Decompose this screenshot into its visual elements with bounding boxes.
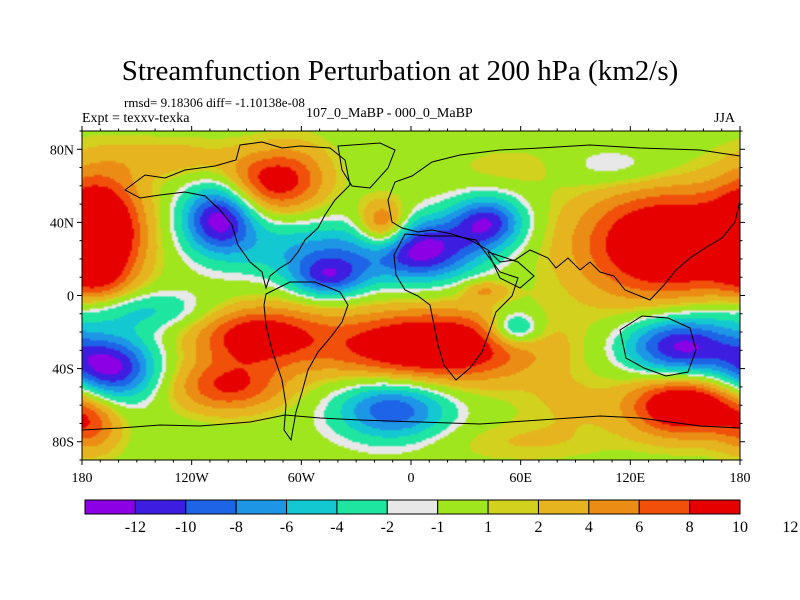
colorbar-label: -2 [381, 519, 394, 536]
colorbar-swatch [588, 499, 640, 515]
colorbar-swatch [638, 499, 691, 515]
africa-outline [393, 233, 519, 381]
colorbar-swatch [235, 499, 288, 515]
x-tick-label: 60W [288, 471, 316, 486]
colorbar-swatch [286, 499, 338, 515]
colorbar-label: 12 [782, 519, 798, 536]
y-tick-label: 0 [67, 290, 74, 305]
colorbar-swatch [487, 499, 539, 515]
greenland-outline [337, 142, 396, 189]
continent-outlines [82, 141, 740, 460]
subtitle-label: 107_0_MaBP - 000_0_MaBP [306, 106, 473, 121]
chart-title: Streamfunction Perturbation at 200 hPa (… [121, 55, 679, 87]
eurasia-outline [387, 144, 740, 301]
colorbar-label: 10 [732, 519, 748, 536]
colorbar-label: 8 [686, 519, 694, 536]
antarctica-outline [82, 414, 740, 460]
x-tick-label: 60E [509, 471, 532, 486]
colorbar-swatch [336, 499, 388, 515]
x-tick-label: 180 [730, 471, 751, 486]
north-america-outline [124, 141, 351, 290]
x-axis: 180 120W 60W 0 60E 120E 180 [72, 126, 751, 486]
colorbar-swatch [185, 499, 237, 515]
y-axis: 80N 40N 0 40S 80S [50, 130, 745, 461]
south-america-outline [263, 281, 349, 442]
colorbar-swatch [537, 499, 590, 515]
colorbar-label: -10 [175, 519, 196, 536]
colorbar-label: -8 [229, 519, 242, 536]
colorbar-label: 6 [635, 519, 643, 536]
y-tick-label: 80N [50, 143, 74, 158]
x-tick-label: 180 [72, 471, 93, 486]
arabia-outline [487, 251, 535, 289]
plot-area [81, 130, 741, 461]
australia-outline [619, 315, 697, 377]
x-tick-label: 120W [175, 471, 210, 486]
colorbar: -12 -10 -8 -6 -4 -2 -1 1 2 4 6 8 10 12 [84, 499, 798, 536]
stats-label: rmsd= 9.18306 diff= -1.10138e-08 [124, 95, 305, 110]
x-tick-label: 0 [408, 471, 415, 486]
streamfunction-field [82, 131, 740, 460]
season-label: JJA [714, 111, 736, 126]
x-tick-label: 120E [616, 471, 646, 486]
colorbar-label: -1 [431, 519, 444, 536]
colorbar-swatch [134, 499, 187, 515]
colorbar-label: -6 [280, 519, 293, 536]
colorbar-label: 4 [585, 519, 593, 536]
colorbar-label: -12 [125, 519, 146, 536]
y-tick-label: 40S [52, 363, 74, 378]
colorbar-label: 2 [534, 519, 542, 536]
colorbar-swatch [84, 499, 136, 515]
y-tick-label: 40N [50, 216, 74, 231]
colorbar-label: 1 [484, 519, 492, 536]
y-tick-label: 80S [52, 436, 74, 451]
colorbar-swatch [437, 499, 489, 515]
experiment-label: Expt = texxv-texka [82, 111, 190, 126]
colorbar-label: -4 [330, 519, 343, 536]
colorbar-swatch [386, 499, 439, 515]
colorbar-swatch [689, 499, 741, 515]
